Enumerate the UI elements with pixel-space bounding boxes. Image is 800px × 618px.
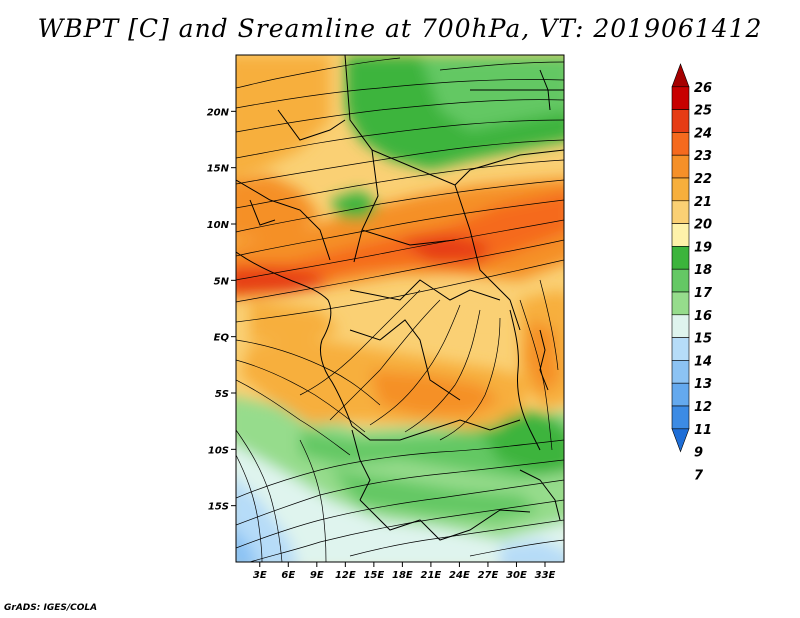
colorbar-label: 18: [694, 263, 712, 278]
colorbar-label: 16: [694, 309, 712, 324]
colorbar-label: 23: [694, 149, 712, 164]
colorbar-cell: [671, 177, 690, 202]
lon-tick-label: 9E: [310, 570, 324, 581]
lon-tick-label: 33E: [535, 570, 556, 581]
grads-credit: GrADS: IGES/COLA: [4, 603, 98, 613]
colorbar-cell: [671, 337, 690, 361]
lon-tick-label: 3E: [253, 570, 267, 581]
colorbar-cell: [671, 360, 690, 384]
colorbar-cell: [671, 86, 690, 110]
colorbar-cell: [671, 291, 690, 316]
lat-tick-label: 10N: [207, 220, 230, 231]
colorbar-label: 21: [694, 195, 712, 210]
lon-tick-label: 30E: [506, 570, 527, 581]
lon-tick-label: 24E: [449, 570, 470, 581]
colorbar-label: 26: [694, 81, 712, 96]
colorbar-label: 15: [694, 332, 712, 347]
lat-tick-label: 15N: [207, 164, 230, 175]
colorbar-label: 9: [694, 446, 703, 461]
colorbar-label: 25: [694, 104, 712, 119]
colorbar-cell: [671, 109, 690, 133]
colorbar-cell: [671, 63, 690, 88]
colorbar-label: 12: [694, 400, 712, 415]
lat-tick-label: 5S: [215, 389, 229, 400]
colorbar-cell: [671, 246, 690, 270]
lon-tick-label: 18E: [392, 570, 413, 581]
lon-tick-label: 12E: [335, 570, 356, 581]
colorbar-cell: [671, 154, 690, 179]
colorbar-label: 19: [694, 240, 712, 255]
lat-tick-label: EQ: [214, 333, 230, 344]
map-title: WBPT [C] and Sreamline at 700hPa, VT: 20…: [37, 14, 763, 43]
wbpt-shading: [236, 55, 564, 562]
lon-tick-label: 27E: [478, 570, 499, 581]
lon-tick-label: 15E: [363, 570, 384, 581]
lon-axis: 3E 6E 9E 12E 15E 18E 21E 24E 27E 30E 33E: [253, 562, 556, 581]
map-frame: [235, 54, 565, 563]
lat-tick-label: 5N: [214, 276, 230, 287]
colorbar-label: 17: [694, 286, 713, 301]
colorbar-cell: [671, 405, 690, 430]
colorbar: 26 25 24 23 22 21 20 19 18 17 16 15 14 13 12 11 9 7: [671, 63, 713, 483]
colorbar-label: 7: [694, 468, 704, 483]
colorbar-cell: [671, 268, 690, 293]
colorbar-label: 24: [694, 126, 712, 141]
colorbar-cell: [671, 382, 690, 407]
streamlines-layer: [236, 57, 564, 562]
colorbar-label: 14: [694, 354, 712, 369]
lat-tick-label: 10S: [208, 445, 229, 456]
colorbar-cell: [671, 200, 690, 224]
colorbar-label: 13: [694, 377, 712, 392]
colorbar-cell: [671, 132, 690, 156]
lat-tick-label: 15S: [208, 502, 229, 513]
lat-axis: 20N 15N 10N 5N EQ 5S 10S 15S: [207, 107, 236, 513]
colorbar-cell: [671, 314, 690, 338]
country-borders: [236, 55, 564, 541]
colorbar-label: 11: [694, 423, 712, 438]
colorbar-cell: [671, 223, 690, 247]
colorbar-label: 22: [694, 172, 712, 187]
lat-tick-label: 20N: [207, 107, 230, 118]
lon-tick-label: 21E: [421, 570, 442, 581]
lon-tick-label: 6E: [281, 570, 295, 581]
colorbar-cell: [671, 428, 690, 453]
colorbar-label: 20: [694, 218, 712, 233]
